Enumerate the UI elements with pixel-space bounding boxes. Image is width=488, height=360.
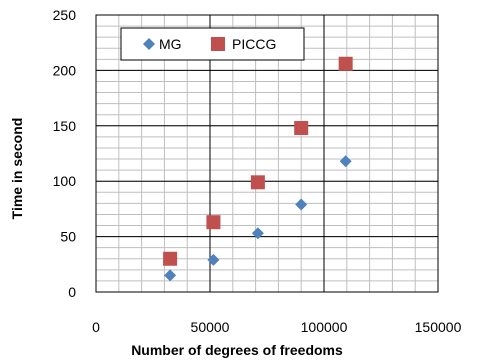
piccg-point: [163, 251, 178, 266]
legend-mg-label: MG: [159, 36, 182, 52]
mg-point: [207, 253, 220, 266]
data-points: [163, 56, 353, 282]
piccg-point: [294, 121, 309, 136]
plot-area-border: [95, 14, 439, 293]
mg-point: [339, 155, 352, 168]
legend-piccg-marker: [211, 37, 225, 51]
y-axis-title: Time in second: [9, 118, 25, 220]
x-tick-label: 100000: [301, 319, 348, 335]
piccg-point: [206, 215, 221, 230]
x-axis-tick-labels: 0 50000 100000 150000: [92, 319, 461, 335]
y-axis-tick-labels: 0 50 100 150 200 250: [53, 7, 77, 300]
mg-point: [251, 227, 264, 240]
legend-mg-marker: [143, 38, 155, 50]
y-tick-label: 50: [60, 229, 76, 245]
legend: MG PICCG: [120, 27, 305, 61]
legend-piccg-label: PICCG: [232, 36, 276, 52]
y-tick-label: 100: [53, 173, 77, 189]
x-axis-title: Number of degrees of freedoms: [131, 342, 343, 358]
y-tick-label: 250: [53, 7, 77, 23]
piccg-point: [250, 175, 265, 190]
y-tick-label: 150: [53, 118, 77, 134]
x-tick-label: 50000: [191, 319, 230, 335]
y-tick-label: 0: [68, 284, 76, 300]
x-tick-label: 0: [92, 319, 100, 335]
x-tick-label: 150000: [415, 319, 462, 335]
piccg-point: [338, 56, 353, 71]
mg-point: [295, 198, 308, 211]
mg-point: [164, 269, 177, 282]
y-tick-label: 200: [53, 62, 77, 78]
